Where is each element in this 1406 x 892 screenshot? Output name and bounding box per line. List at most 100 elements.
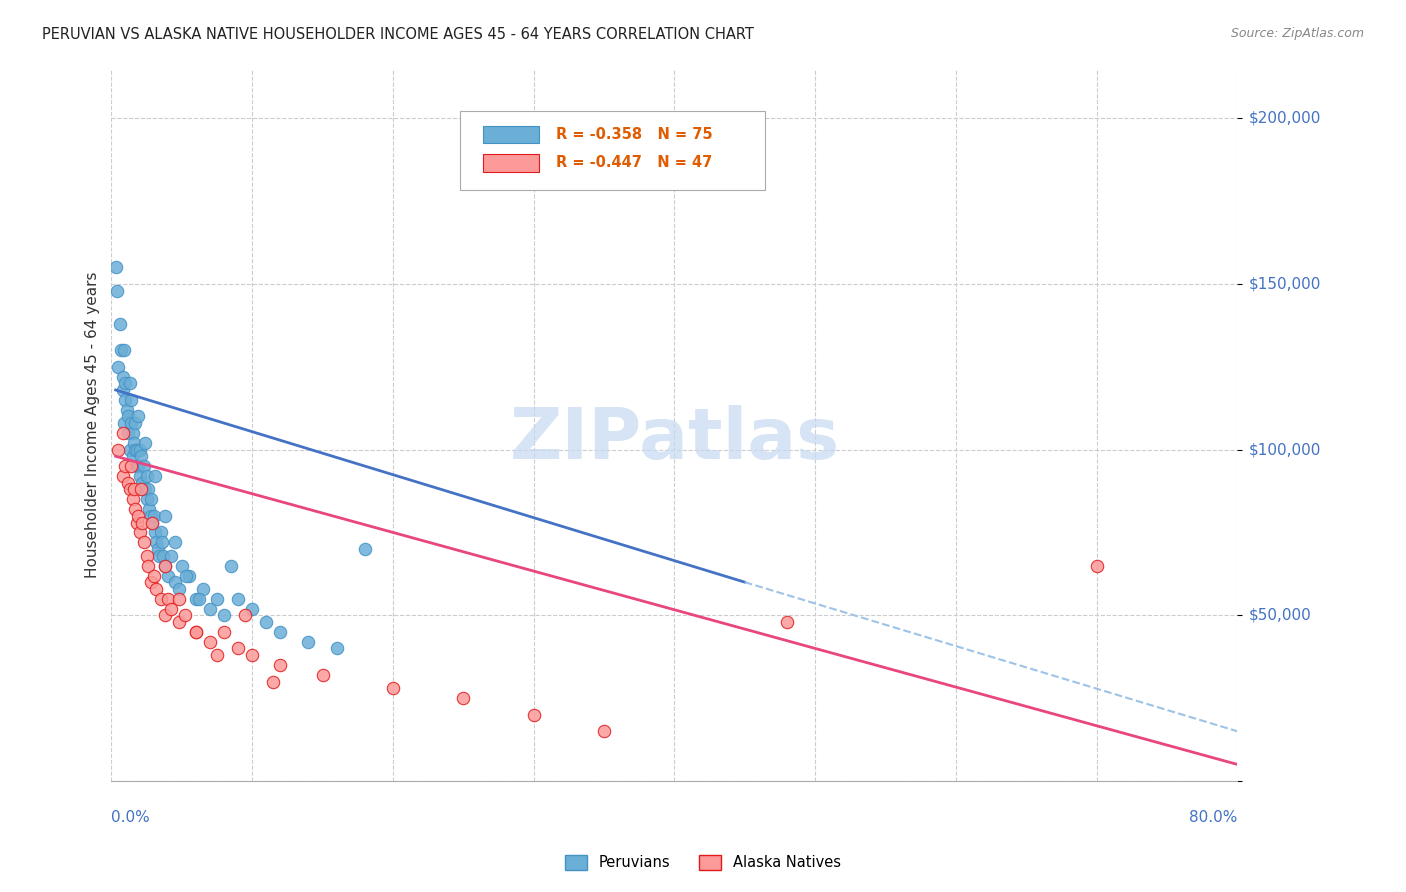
Point (453, 691, 475, 706)
Text: $150,000: $150,000 (1249, 277, 1322, 292)
Point (167, 591, 190, 606)
Text: 0.0%: 0.0% (111, 810, 150, 824)
Point (125, 459, 148, 474)
Point (143, 525, 166, 540)
Text: PERUVIAN VS ALASKA NATIVE HOUSEHOLDER INCOME AGES 45 - 64 YEARS CORRELATION CHAR: PERUVIAN VS ALASKA NATIVE HOUSEHOLDER IN… (42, 27, 754, 42)
Point (134, 436, 156, 450)
Point (174, 568, 197, 582)
Point (122, 483, 145, 497)
Point (115, 402, 138, 417)
Point (219, 558, 242, 573)
Point (111, 369, 134, 384)
Point (226, 591, 249, 606)
Point (145, 582, 167, 596)
Point (205, 591, 228, 606)
Point (108, 317, 131, 331)
Point (121, 449, 143, 463)
Point (269, 658, 291, 673)
Point (136, 483, 159, 497)
Point (118, 483, 141, 497)
Point (114, 392, 136, 407)
Point (112, 416, 135, 430)
Point (173, 608, 195, 623)
Point (159, 601, 181, 615)
Point (117, 409, 139, 424)
Point (163, 535, 186, 549)
Point (139, 575, 162, 590)
Point (104, 260, 127, 275)
Point (111, 383, 134, 397)
Point (153, 508, 176, 523)
Point (114, 376, 136, 391)
Point (135, 469, 157, 483)
Point (153, 558, 176, 573)
Point (226, 641, 249, 656)
Point (212, 624, 235, 639)
Point (212, 608, 235, 623)
Text: R = -0.358   N = 75: R = -0.358 N = 75 (557, 127, 713, 142)
Point (120, 416, 142, 430)
Text: $100,000: $100,000 (1249, 442, 1322, 457)
Point (136, 558, 159, 573)
Point (120, 392, 142, 407)
Point (127, 459, 149, 474)
Point (127, 409, 149, 424)
Point (107, 442, 129, 457)
Point (177, 568, 200, 582)
Point (205, 648, 228, 662)
Point (124, 502, 146, 516)
Point (159, 549, 181, 563)
Point (240, 648, 263, 662)
Point (114, 459, 136, 474)
Point (122, 436, 145, 450)
Point (198, 601, 221, 615)
Point (139, 492, 162, 507)
Point (142, 568, 165, 582)
Point (128, 525, 150, 540)
Point (131, 516, 153, 530)
Point (184, 624, 207, 639)
Point (125, 516, 148, 530)
Point (110, 343, 132, 358)
Point (135, 492, 157, 507)
Text: $200,000: $200,000 (1249, 111, 1322, 126)
Point (117, 475, 139, 490)
Point (325, 641, 347, 656)
Point (191, 582, 214, 596)
Point (124, 442, 146, 457)
FancyBboxPatch shape (484, 126, 540, 144)
Point (156, 591, 179, 606)
Point (124, 416, 146, 430)
Point (254, 615, 277, 629)
Point (129, 449, 152, 463)
Point (593, 724, 616, 739)
Point (105, 284, 128, 298)
Point (118, 442, 141, 457)
Y-axis label: Householder Income Ages 45 - 64 years: Householder Income Ages 45 - 64 years (86, 271, 100, 578)
Point (1085, 558, 1108, 573)
Point (129, 483, 152, 497)
Point (138, 502, 160, 516)
Point (121, 492, 143, 507)
Point (127, 508, 149, 523)
Legend: Peruvians, Alaska Natives: Peruvians, Alaska Natives (560, 848, 846, 876)
Point (184, 591, 207, 606)
Point (149, 525, 172, 540)
Point (145, 535, 167, 549)
Point (125, 442, 148, 457)
Point (381, 681, 404, 696)
Point (111, 469, 134, 483)
Point (240, 601, 263, 615)
Point (121, 425, 143, 440)
Point (170, 558, 193, 573)
Point (128, 469, 150, 483)
Point (149, 591, 172, 606)
Point (139, 508, 162, 523)
Point (112, 343, 135, 358)
Point (167, 582, 190, 596)
Point (148, 549, 170, 563)
Point (153, 608, 176, 623)
Point (141, 516, 163, 530)
Point (233, 608, 256, 623)
Text: R = -0.447   N = 47: R = -0.447 N = 47 (557, 155, 713, 170)
